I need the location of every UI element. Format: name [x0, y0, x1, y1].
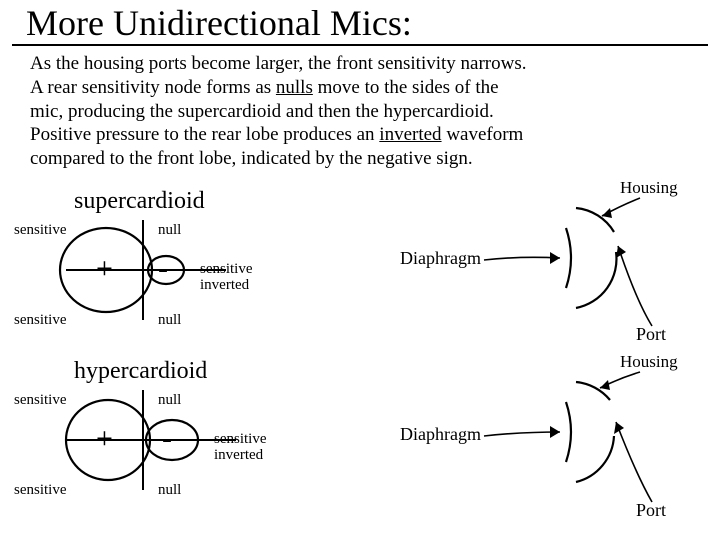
body-line2a: A rear sensitivity node forms as: [30, 77, 276, 98]
body-inverted: inverted: [379, 124, 441, 145]
super-plus-icon: +: [96, 252, 113, 286]
body-line4b: waveform: [442, 124, 524, 145]
page-title: More Unidirectional Mics:: [12, 0, 708, 46]
hypercardioid-mic-schematic: [480, 364, 680, 514]
super-sensitive-inverted: sensitiveinverted: [200, 262, 253, 294]
hyper-sensitive-bottom: sensitive: [14, 482, 67, 499]
super-minus-icon: -: [158, 252, 168, 286]
super-sensitive-bottom: sensitive: [14, 312, 67, 329]
body-line4a: Positive pressure to the rear lobe produ…: [30, 124, 379, 145]
hyper-null-bottom: null: [158, 482, 181, 499]
hyper-diaphragm-label: Diaphragm: [400, 424, 481, 445]
hyper-sensitive-inverted: sensitiveinverted: [214, 432, 267, 464]
body-line2b: move to the sides of the: [313, 77, 499, 98]
hypercardioid-heading: hypercardioid: [74, 358, 207, 385]
body-line5: compared to the front lobe, indicated by…: [30, 148, 473, 169]
supercardioid-heading: supercardioid: [74, 188, 205, 215]
body-line3: mic, producing the supercardioid and the…: [30, 101, 494, 122]
super-null-top: null: [158, 222, 181, 239]
body-nulls: nulls: [276, 77, 313, 98]
super-null-bottom: null: [158, 312, 181, 329]
hyper-null-top: null: [158, 392, 181, 409]
hyper-plus-icon: +: [96, 422, 113, 456]
body-line1: As the housing ports become larger, the …: [30, 53, 527, 74]
super-sensitive-top: sensitive: [14, 222, 67, 239]
hyper-sensitive-top: sensitive: [14, 392, 67, 409]
body-paragraph: As the housing ports become larger, the …: [0, 50, 720, 171]
supercardioid-mic-schematic: [480, 190, 680, 340]
hyper-minus-icon: -: [162, 422, 172, 456]
super-diaphragm-label: Diaphragm: [400, 248, 481, 269]
